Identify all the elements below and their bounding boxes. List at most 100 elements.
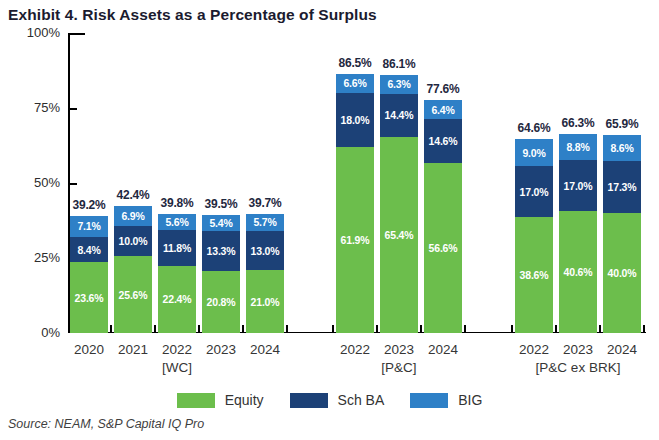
x-axis-year-label: 2022 — [510, 342, 558, 357]
segment-equity: 21.0% — [246, 270, 284, 333]
segment-value-label: 23.6% — [75, 292, 104, 304]
legend-item-sch-ba: Sch BA — [290, 392, 385, 408]
segment-big: 6.4% — [424, 100, 462, 119]
segment-equity: 61.9% — [336, 147, 374, 333]
segment-big: 7.1% — [70, 216, 108, 237]
segment-equity: 65.4% — [380, 137, 418, 333]
x-axis-year-label: 2021 — [109, 342, 157, 357]
segment-value-label: 10.0% — [119, 235, 148, 247]
segment-value-label: 8.6% — [610, 142, 633, 154]
segment-equity: 22.4% — [158, 266, 196, 333]
stacked-bar-WC-2021: 25.6%10.0%6.9% — [114, 206, 152, 333]
segment-big: 9.0% — [515, 139, 553, 166]
segment-big: 6.9% — [114, 206, 152, 227]
segment-value-label: 5.6% — [165, 216, 188, 228]
segment-equity: 40.6% — [559, 211, 597, 333]
y-axis-tick-label: 50% — [0, 175, 60, 190]
segment-equity: 56.6% — [424, 163, 462, 333]
segment-value-label: 13.3% — [207, 245, 236, 257]
x-axis-tick — [420, 325, 422, 332]
legend-label: Equity — [225, 392, 264, 408]
stacked-bar-PCexBRK-2023: 40.6% 17.0% 8.8% — [559, 134, 597, 333]
stacked-bar-PC-2024: 56.6% 14.6% 6.4% — [424, 100, 462, 333]
x-axis-year-label: 2024 — [241, 342, 289, 357]
segment-value-label: 17.3% — [608, 181, 637, 193]
stacked-bar-WC-2024: 21.0% 13.0% 5.7% — [246, 214, 284, 333]
source-note: Source: NEAM, S&P Capital IQ Pro — [8, 417, 204, 431]
segment-value-label: 6.3% — [387, 78, 410, 90]
x-axis-tick — [464, 325, 466, 332]
group-label: [P&C] — [326, 360, 472, 375]
stacked-bar-WC-2023: 20.8% 13.3% 5.4% — [202, 215, 240, 333]
segment-sch-ba: 17.0% — [559, 160, 597, 211]
segment-equity: 40.0% — [603, 213, 641, 333]
x-axis-tick — [154, 325, 156, 332]
segment-sch-ba: 11.8% — [158, 230, 196, 265]
stacked-bar-PCexBRK-2024: 40.0% 17.3% 8.6% — [603, 135, 641, 333]
segment-value-label: 14.4% — [385, 109, 414, 121]
x-axis-year-label: 2022 — [331, 342, 379, 357]
group-label: [WC] — [60, 360, 294, 375]
x-axis-tick — [511, 325, 513, 332]
x-axis-tick — [110, 325, 112, 332]
segment-value-label: 21.0% — [251, 296, 280, 308]
segment-value-label: 20.8% — [207, 296, 236, 308]
x-axis-tick — [286, 325, 288, 332]
legend-swatch-big — [410, 393, 448, 408]
segment-big: 6.6% — [336, 74, 374, 94]
stacked-bar-PCexBRK-2022: 38.6%17.0%9.0% — [515, 139, 553, 333]
segment-value-label: 5.7% — [253, 216, 276, 228]
segment-sch-ba: 17.3% — [603, 161, 641, 213]
bar-total-label: 77.6% — [416, 82, 470, 96]
segment-sch-ba: 13.0% — [246, 231, 284, 270]
stacked-bar-WC-2020: 23.6% 8.4%7.1% — [70, 216, 108, 333]
plot-area: 100%75%50%25%0%23.6%8.4%7.1%39.2%202025.… — [0, 0, 659, 440]
segment-value-label: 56.6% — [429, 242, 458, 254]
segment-sch-ba: 8.4% — [70, 237, 108, 262]
bar-total-label: 39.7% — [238, 196, 292, 210]
legend-swatch-sch-ba — [290, 393, 328, 408]
legend-item-equity: Equity — [177, 392, 264, 408]
x-axis-year-label: 2024 — [598, 342, 646, 357]
segment-value-label: 65.4% — [385, 229, 414, 241]
segment-big: 8.8% — [559, 134, 597, 160]
bar-total-label: 65.9% — [595, 117, 649, 131]
segment-value-label: 5.4% — [209, 217, 232, 229]
x-axis-tick — [643, 325, 645, 332]
y-axis-tick-label: 100% — [0, 25, 60, 40]
segment-value-label: 17.0% — [520, 186, 549, 198]
x-axis-year-label: 2022 — [153, 342, 201, 357]
segment-big: 5.6% — [158, 214, 196, 231]
y-axis-tick — [69, 108, 77, 110]
segment-value-label: 9.0% — [522, 147, 545, 159]
x-axis-year-label: 2023 — [554, 342, 602, 357]
stacked-bar-WC-2022: 22.4%11.8% 5.6% — [158, 214, 196, 333]
segment-sch-ba: 14.6% — [424, 119, 462, 163]
y-axis-tick-label: 25% — [0, 250, 60, 265]
segment-sch-ba: 18.0% — [336, 93, 374, 147]
segment-value-label: 6.4% — [431, 104, 454, 116]
segment-value-label: 6.9% — [121, 210, 144, 222]
y-axis-tick — [69, 33, 85, 35]
x-axis-year-label: 2020 — [65, 342, 113, 357]
exhibit-chart: Exhibit 4. Risk Assets as a Percentage o… — [0, 0, 659, 440]
stacked-bar-PC-2023: 65.4% 14.4% 6.3% — [380, 75, 418, 333]
segment-value-label: 14.6% — [429, 135, 458, 147]
x-axis-tick — [332, 325, 334, 332]
legend: EquitySch BABIG — [0, 392, 659, 408]
stacked-bar-PC-2022: 61.9% 18.0% 6.6% — [336, 74, 374, 333]
segment-value-label: 6.6% — [343, 77, 366, 89]
y-axis-tick — [69, 183, 77, 185]
segment-equity: 23.6% — [70, 262, 108, 333]
x-axis-tick — [599, 325, 601, 332]
segment-value-label: 13.0% — [251, 245, 280, 257]
legend-label: Sch BA — [338, 392, 385, 408]
segment-value-label: 8.8% — [566, 141, 589, 153]
segment-sch-ba: 14.4% — [380, 94, 418, 137]
bar-total-label: 86.1% — [372, 57, 426, 71]
segment-sch-ba: 17.0% — [515, 166, 553, 217]
x-axis-year-label: 2023 — [375, 342, 423, 357]
segment-value-label: 40.6% — [564, 266, 593, 278]
segment-value-label: 18.0% — [341, 114, 370, 126]
legend-swatch-equity — [177, 393, 215, 408]
